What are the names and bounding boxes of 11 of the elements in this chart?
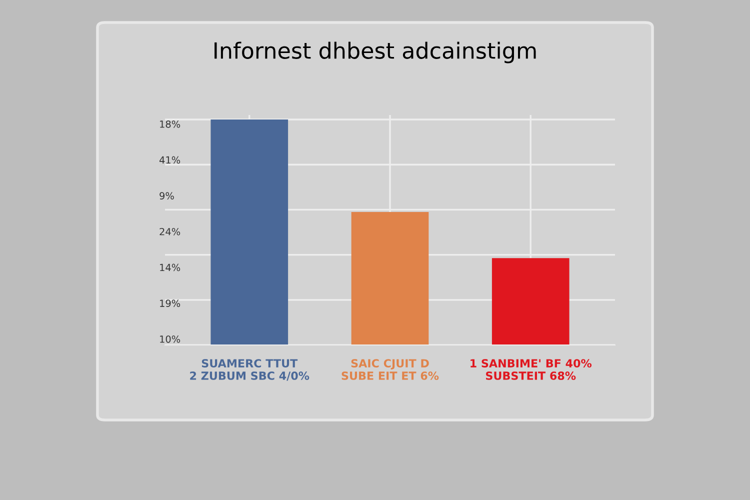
x-tick-label: 1 SANBIME' BF 40% SUBSTEIT 68%	[470, 359, 592, 380]
annotation: 18%	[160, 120, 180, 128]
annotation: 9%	[160, 192, 174, 200]
x-tick-label: SAIC CJUIT D SUBE EIT ET 6%	[342, 359, 439, 380]
x-tick-label: SUAMERC TTUT 2 ZUBUM SBC 4/0%	[190, 359, 310, 381]
annotation: 14%	[160, 264, 180, 272]
chart-title: Infornest dhbest adcainstigm	[214, 42, 536, 64]
annotation: 19%	[160, 300, 180, 307]
annotation: 41%	[159, 156, 180, 164]
annotation: 24%	[160, 228, 180, 236]
annotation: 10%	[160, 335, 180, 343]
